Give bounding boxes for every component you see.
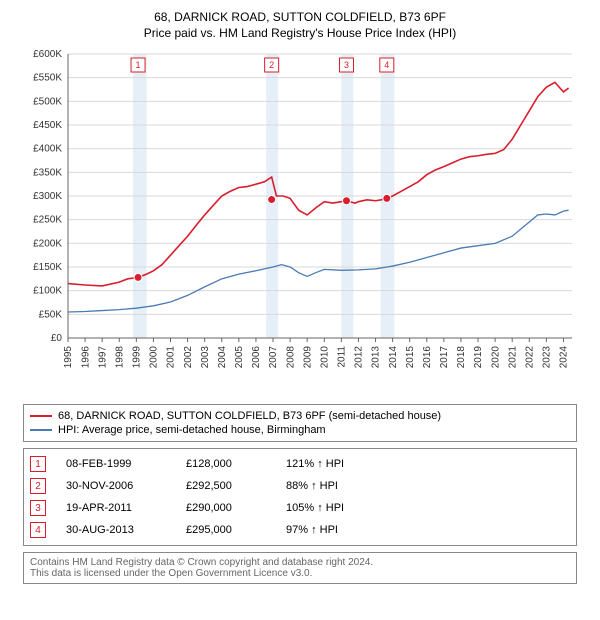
svg-text:2017: 2017 [439, 346, 450, 369]
footer-line-2: This data is licensed under the Open Gov… [30, 568, 570, 579]
svg-text:2011: 2011 [337, 346, 348, 368]
svg-text:2010: 2010 [319, 346, 330, 369]
legend-item: HPI: Average price, semi-detached house,… [30, 423, 570, 437]
svg-text:£500K: £500K [33, 96, 62, 107]
svg-text:2013: 2013 [371, 346, 382, 369]
sale-price: £290,000 [186, 502, 266, 514]
legend-label: HPI: Average price, semi-detached house,… [58, 424, 326, 436]
svg-text:2004: 2004 [217, 346, 228, 369]
svg-text:£450K: £450K [33, 120, 62, 131]
sale-date: 08-FEB-1999 [66, 458, 166, 470]
svg-text:1997: 1997 [97, 346, 108, 369]
svg-text:4: 4 [384, 60, 389, 70]
sale-row: 1 08-FEB-1999 £128,000 121% ↑ HPI [30, 453, 570, 475]
svg-text:2019: 2019 [473, 346, 484, 369]
sale-date: 30-NOV-2006 [66, 480, 166, 492]
svg-text:2023: 2023 [542, 346, 553, 369]
svg-text:£50K: £50K [39, 309, 63, 320]
price-chart: £0 £50K £100K £150K £200K £250K £300K £350K £400… [20, 48, 580, 398]
svg-text:3: 3 [344, 60, 349, 70]
svg-text:2002: 2002 [183, 346, 194, 369]
svg-text:2005: 2005 [234, 346, 245, 369]
svg-text:2021: 2021 [507, 346, 518, 369]
svg-text:2001: 2001 [166, 346, 177, 369]
svg-text:2: 2 [269, 60, 274, 70]
svg-text:1: 1 [136, 60, 141, 70]
sale-marker-number: 4 [30, 522, 46, 538]
svg-text:£0: £0 [51, 333, 63, 344]
svg-text:2009: 2009 [302, 346, 313, 369]
svg-text:£250K: £250K [33, 215, 62, 226]
sale-row: 3 19-APR-2011 £290,000 105% ↑ HPI [30, 497, 570, 519]
sale-date: 19-APR-2011 [66, 502, 166, 514]
sale-hpi: 105% ↑ HPI [286, 502, 386, 514]
svg-text:2018: 2018 [456, 346, 467, 369]
sale-row: 2 30-NOV-2006 £292,500 88% ↑ HPI [30, 475, 570, 497]
svg-text:2012: 2012 [354, 346, 365, 369]
svg-text:£400K: £400K [33, 144, 62, 155]
chart-title-block: 68, DARNICK ROAD, SUTTON COLDFIELD, B73 … [10, 10, 590, 40]
sales-table: 1 08-FEB-1999 £128,000 121% ↑ HPI 2 30-NOV-20… [23, 448, 577, 546]
svg-text:2008: 2008 [285, 346, 296, 369]
svg-text:2007: 2007 [268, 346, 279, 369]
svg-text:2000: 2000 [149, 346, 160, 369]
sale-hpi: 97% ↑ HPI [286, 524, 386, 536]
svg-text:2015: 2015 [405, 346, 416, 369]
svg-text:2016: 2016 [422, 346, 433, 369]
svg-text:£200K: £200K [33, 238, 62, 249]
svg-text:2020: 2020 [490, 346, 501, 369]
sale-date: 30-AUG-2013 [66, 524, 166, 536]
svg-text:1998: 1998 [114, 346, 125, 369]
svg-text:£550K: £550K [33, 73, 62, 84]
sale-price: £128,000 [186, 458, 266, 470]
svg-text:1996: 1996 [80, 346, 91, 369]
attribution-footer: Contains HM Land Registry data © Crown c… [23, 552, 577, 584]
svg-text:£350K: £350K [33, 167, 62, 178]
sale-marker-number: 2 [30, 478, 46, 494]
sale-hpi: 88% ↑ HPI [286, 480, 386, 492]
sale-hpi: 121% ↑ HPI [286, 458, 386, 470]
svg-text:£100K: £100K [33, 286, 62, 297]
legend-label: 68, DARNICK ROAD, SUTTON COLDFIELD, B73 … [58, 410, 441, 422]
svg-text:£600K: £600K [33, 49, 62, 60]
legend-swatch [30, 429, 52, 431]
svg-text:2014: 2014 [388, 346, 399, 369]
title-line-2: Price paid vs. HM Land Registry's House … [10, 26, 590, 40]
svg-text:2024: 2024 [559, 346, 570, 369]
legend-item: 68, DARNICK ROAD, SUTTON COLDFIELD, B73 … [30, 409, 570, 423]
chart-legend: 68, DARNICK ROAD, SUTTON COLDFIELD, B73 … [23, 404, 577, 442]
svg-text:2022: 2022 [524, 346, 535, 369]
svg-text:£150K: £150K [33, 262, 62, 273]
sale-marker-number: 1 [30, 456, 46, 472]
legend-swatch [30, 415, 52, 417]
svg-text:2006: 2006 [251, 346, 262, 369]
svg-text:1995: 1995 [63, 346, 74, 369]
svg-text:2003: 2003 [200, 346, 211, 369]
sale-row: 4 30-AUG-2013 £295,000 97% ↑ HPI [30, 519, 570, 541]
sale-price: £292,500 [186, 480, 266, 492]
svg-text:1999: 1999 [132, 346, 143, 369]
sale-marker-number: 3 [30, 500, 46, 516]
title-line-1: 68, DARNICK ROAD, SUTTON COLDFIELD, B73 … [10, 10, 590, 24]
svg-text:£300K: £300K [33, 191, 62, 202]
sale-price: £295,000 [186, 524, 266, 536]
footer-line-1: Contains HM Land Registry data © Crown c… [30, 557, 570, 568]
